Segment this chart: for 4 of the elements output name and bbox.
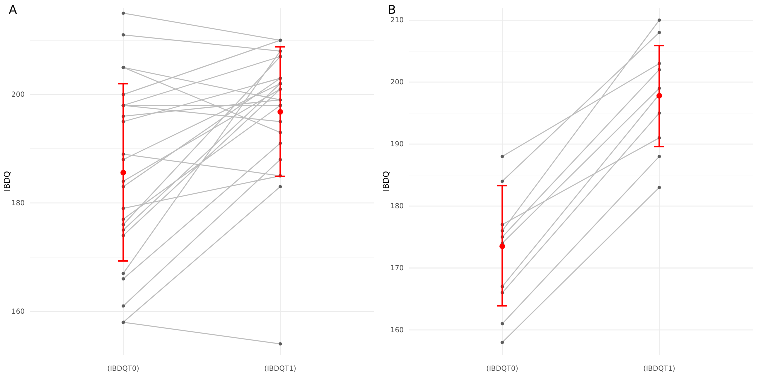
chart-title: B xyxy=(388,3,396,17)
y-axis-title: IBDQ xyxy=(382,171,391,192)
y-axis-title: IBDQ xyxy=(3,171,12,192)
chart-title: A xyxy=(9,3,18,17)
